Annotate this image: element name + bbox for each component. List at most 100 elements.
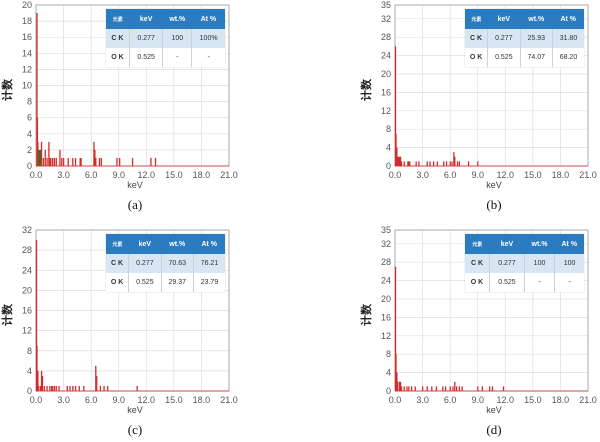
spectrum-bar [399,156,402,166]
y-tick-label: 8 [27,346,32,356]
table-cell: O K [106,48,130,67]
spectrum-bar [150,157,152,166]
spectrum-bar [435,386,438,391]
table-cell: 31.80 [552,29,584,48]
spectrum-bar [454,381,456,391]
spectrum-bar [461,386,463,391]
column-header: At % [191,9,225,29]
x-tick-label: 18.0 [193,170,211,180]
spectrum-bar [131,157,134,166]
spectrum-bar [477,161,479,166]
y-tick-label: 0 [27,161,32,171]
panel-label: (d) [486,422,502,437]
x-tick-label: 9.0 [471,395,484,405]
table-cell: 70.63 [161,254,194,273]
panel-a: 0 2 4 6 8 10 12 14 16 18 20 0.0 3.0 6.0 9.0 12.0 15.0 18.… [0,0,300,217]
spectrum-bar [116,157,118,166]
table-row: O K 0.525 74.07 68.20 [465,48,584,67]
spectrum-bar [46,157,48,166]
x-tick-label: 3.0 [57,395,70,405]
x-tick-label: 6.0 [444,395,457,405]
table-cell: 100% [191,29,225,48]
table-cell: 29.37 [161,273,194,292]
x-tick-label: 9.0 [112,170,125,180]
spectrum-bar [51,385,54,391]
spectrum-bar [93,141,95,166]
table-cell: C K [465,254,490,273]
spectrum-bar [407,161,409,166]
y-tick-label: 16 [22,32,32,42]
x-tick-label: 0.0 [30,395,43,405]
composition-table: 元素 keV wt.% At % C K 0.277 70.63 76.21 O K 0.525 2… [106,234,225,292]
table-cell: O K [465,48,489,67]
spectrum-bar [37,370,39,391]
x-axis-label: keV [486,180,502,190]
table-cell: 0.277 [489,254,525,273]
table-cell: - [162,48,193,67]
spectrum-bar [431,386,433,391]
spectrum-bar [96,375,98,391]
y-tick-label: 4 [27,366,32,376]
spectrum-bar [78,385,80,391]
spectrum-bar [38,149,40,166]
table-cell: 0.525 [489,273,525,292]
spectrum-bar [426,161,428,166]
x-axis-label: keV [127,180,143,190]
x-tick-label: 3.0 [57,170,70,180]
column-header: 元素 [106,234,129,254]
x-tick-label: 18.0 [193,395,211,405]
y-tick-label: 16 [381,87,391,97]
table-cell: 0.277 [128,254,162,273]
column-header: At % [552,9,584,29]
y-tick-label: 6 [27,113,32,123]
x-tick-label: 0.0 [389,170,402,180]
table-cell: 0.525 [128,273,162,292]
table-cell: 0.277 [129,29,164,48]
spectrum-bar [103,385,105,391]
column-header: 元素 [465,234,490,254]
table-cell: 74.07 [520,48,553,67]
x-tick-label: 12.0 [138,395,156,405]
table-cell: 23.79 [200,279,219,286]
spectrum-bar [39,149,41,166]
y-tick-label: 28 [381,257,391,267]
spectrum-bar [399,381,402,391]
y-tick-label: 16 [381,312,391,322]
spectrum-bar [100,157,102,166]
table-cell: 100 [554,254,584,273]
y-tick-label: 16 [22,306,32,316]
spectrum-bar [442,386,444,391]
panel-label: (c) [127,422,143,437]
table-cell: 100 [162,29,193,48]
column-header: 元素 [465,9,488,29]
y-axis-label: 计数 [1,79,14,101]
spectrum-bar [55,157,57,166]
spectrum-bar [418,161,420,166]
spectrum-bar [491,386,494,391]
panel-b: 0 4 8 12 16 20 24 28 32 35 0.0 3.0 6.0 9.0 12.0 15.0 18.… [359,0,600,217]
spectrum-bar [51,157,54,166]
composition-table: 元素 keV wt.% At % C K 0.277 100 100 O K 0.525- - [465,234,584,292]
x-tick-label: 9.0 [471,170,484,180]
spectrum-bar [453,152,455,166]
y-tick-label: 32 [381,14,391,24]
panel-c: 0 4 8 12 16 20 24 28 32 0.0 3.0 6.0 9.0 12.0 15.0 18.0 2… [0,225,300,442]
spectrum-bar [403,161,405,166]
x-tick-label: 3.0 [416,395,429,405]
table-header-row: 元素 keV wt.% At % [106,9,225,29]
table-cell: 76.21 [193,254,225,273]
y-tick-label: 8 [386,124,391,134]
table-row: O K 0.525 29.37 23.79 [106,273,225,292]
spectrum-bar [396,147,398,166]
x-tick-label: 3.0 [416,170,429,180]
spectrum-bar [72,385,74,391]
y-tick-label: 10 [22,81,32,91]
spectrum-bar [66,385,68,391]
spectrum-bar [467,161,470,166]
spectrum-bar [451,161,453,166]
y-tick-label: 35 [381,225,391,235]
panel-d: 0 4 8 12 16 20 24 28 32 35 0.0 3.0 6.0 9.0 12.0 15.0 18.… [359,225,600,442]
spectrum-bar [410,386,413,391]
spectrum-bar [46,385,48,391]
